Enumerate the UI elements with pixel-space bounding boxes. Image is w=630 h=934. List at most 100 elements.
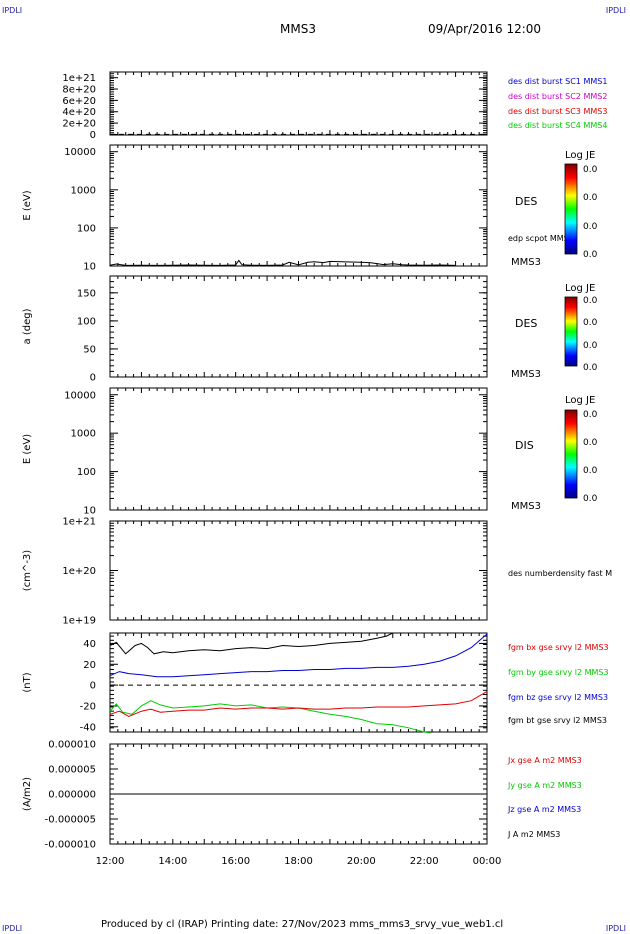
corner-label-bottom-right: IPDLI [605, 924, 626, 933]
panel-5-ytick-label: 20 [83, 660, 96, 671]
panel-1-ylabel: E (eV) [22, 190, 33, 220]
panel-2-spacecraft-label: MMS3 [511, 369, 541, 380]
panel-2-instrument-label: DES [515, 317, 537, 330]
panel-1-frame [109, 144, 488, 267]
panel-3-ytick-label: 10 [83, 506, 96, 517]
panel-1-overlay-line [109, 259, 456, 266]
corner-label-top-right: IPDLI [605, 6, 626, 15]
time-axis-label: 16:00 [221, 856, 250, 867]
panel-4-legend-0: des numberdensity fast M [508, 569, 612, 578]
panel-5-series-2-line [109, 700, 431, 734]
datetime-title: 09/Apr/2016 12:00 [428, 22, 542, 36]
panel-2-ytick-label: 0 [90, 373, 96, 384]
panel-6-ytick-label: -0.000010 [45, 840, 96, 851]
panel-1-colorbar-label: 0.0 [583, 250, 598, 260]
panel-4-ytick-label: 1e+20 [62, 566, 96, 577]
panel-4-ytick-label: 1e+19 [62, 616, 96, 627]
panel-3-ytick-label: 1000 [71, 429, 96, 440]
panel-5-frame [109, 632, 488, 733]
panel-1-ytick-label: 10000 [64, 147, 96, 158]
panel-6-legend-1: Jy gse A m2 MMS3 [507, 781, 582, 790]
panel-5-ytick-label: -40 [80, 722, 96, 733]
panel-0-legend-2: des dist burst SC3 MMS3 [508, 107, 607, 116]
time-axis-label: 00:00 [473, 856, 502, 867]
panel-2-colorbar [564, 296, 578, 367]
panel-6-ytick-label: -0.000005 [45, 815, 96, 826]
panel-5-legend-1: fgm by gse srvy l2 MMS3 [508, 668, 609, 677]
panel-3-colorbar-label: 0.0 [583, 410, 598, 420]
time-axis-label: 14:00 [158, 856, 187, 867]
panel-0-legend-1: des dist burst SC2 MMS2 [508, 92, 607, 101]
panel-1-instrument-label: DES [515, 195, 537, 208]
time-axis-label: 18:00 [284, 856, 313, 867]
panel-4-ylabel: (cm^-3) [22, 550, 33, 591]
panel-3-colorbar-label: 0.0 [583, 466, 598, 476]
panel-0-ytick-label: 8e+20 [62, 85, 96, 96]
panel-1-colorbar-label: 0.0 [583, 222, 598, 232]
panel-6-ytick-label: 0.000000 [48, 790, 96, 801]
panel-0-ytick-label: 6e+20 [62, 96, 96, 107]
panel-1-colorbar-label: 0.0 [583, 193, 598, 203]
panel-6-ylabel: (A/m2) [22, 777, 33, 811]
panel-6-legend-0: Jx gse A m2 MMS3 [507, 756, 582, 765]
panel-1-colorbar-title: Log JE [565, 150, 595, 161]
panel-3-colorbar-label: 0.0 [583, 438, 598, 448]
corner-label-bottom-left: IPDLI [2, 924, 23, 933]
panel-3-instrument-label: DIS [515, 439, 534, 452]
panel-3-ytick-label: 10000 [64, 390, 96, 401]
panel-2-colorbar-title: Log JE [565, 283, 595, 294]
panel-2-ytick-label: 100 [77, 316, 96, 327]
panel-2-colorbar-label: 0.0 [583, 341, 598, 351]
panel-2-frame [109, 275, 488, 378]
panel-3-frame [109, 387, 488, 511]
panel-0-ytick-label: 4e+20 [62, 107, 96, 118]
panel-1-ytick-label: 100 [77, 223, 96, 234]
panel-5-legend-2: fgm bz gse srvy l2 MMS3 [508, 693, 608, 702]
panel-1-spacecraft-label: MMS3 [511, 257, 541, 268]
panel-1-ytick-label: 10 [83, 262, 96, 273]
panel-2-colorbar-label: 0.0 [583, 296, 598, 306]
time-axis-label: 20:00 [347, 856, 376, 867]
panel-3-ylabel: E (eV) [22, 434, 33, 464]
panel-5-series-0-line [109, 632, 394, 655]
panel-5-ytick-label: 40 [83, 639, 96, 650]
spacecraft-title: MMS3 [280, 22, 316, 36]
panel-5-ytick-label: 0 [90, 681, 96, 692]
panel-1-colorbar-label: 0.0 [583, 165, 598, 175]
footer-text: Produced by cl (IRAP) Printing date: 27/… [101, 919, 504, 930]
panel-5-series-1-line [109, 633, 488, 678]
panel-0-ytick-label: 1e+21 [62, 73, 96, 84]
panel-4-frame [109, 520, 488, 621]
panel-3-colorbar-title: Log JE [565, 395, 595, 406]
panel-6-ytick-label: 0.000005 [48, 765, 96, 776]
panel-2-ytick-label: 50 [83, 344, 96, 355]
panel-2-ylabel: a (deg) [22, 308, 33, 344]
panel-1-ytick-label: 1000 [71, 185, 96, 196]
panel-6-ytick-label: 0.000010 [48, 740, 96, 751]
panel-3-colorbar [564, 409, 578, 499]
panel-3-ytick-label: 100 [77, 467, 96, 478]
panel-5-legend-0: fgm bx gse srvy l2 MMS3 [508, 643, 609, 652]
panel-1-colorbar [564, 163, 578, 255]
time-axis-label: 22:00 [410, 856, 439, 867]
panel-3-spacecraft-label: MMS3 [511, 501, 541, 512]
panel-2-colorbar-label: 0.0 [583, 318, 598, 328]
panel-4-ytick-label: 1e+21 [62, 517, 96, 528]
panel-0-ytick-label: 2e+20 [62, 119, 96, 130]
time-axis-label: 12:00 [96, 856, 125, 867]
panel-0-legend-3: des dist burst SC4 MMS4 [508, 121, 607, 130]
corner-label-top-left: IPDLI [2, 6, 23, 15]
panel-5-ylabel: (nT) [22, 672, 33, 692]
panel-0-legend-0: des dist burst SC1 MMS1 [508, 77, 607, 86]
panel-5-series-3-line [109, 690, 488, 717]
panel-6-legend-3: J A m2 MMS3 [507, 830, 560, 839]
panel-2-ytick-label: 150 [77, 288, 96, 299]
panel-6-legend-2: Jz gse A m2 MMS3 [507, 805, 581, 814]
panel-3-colorbar-label: 0.0 [583, 494, 598, 504]
panel-0-ytick-label: 0 [90, 130, 96, 141]
panel-5-legend-3: fgm bt gse srvy l2 MMS3 [508, 716, 607, 725]
panel-0-frame [109, 71, 488, 136]
panel-1-overlay-label: edp scpot MMS3 [508, 234, 574, 243]
panel-5-ytick-label: -20 [80, 701, 96, 712]
